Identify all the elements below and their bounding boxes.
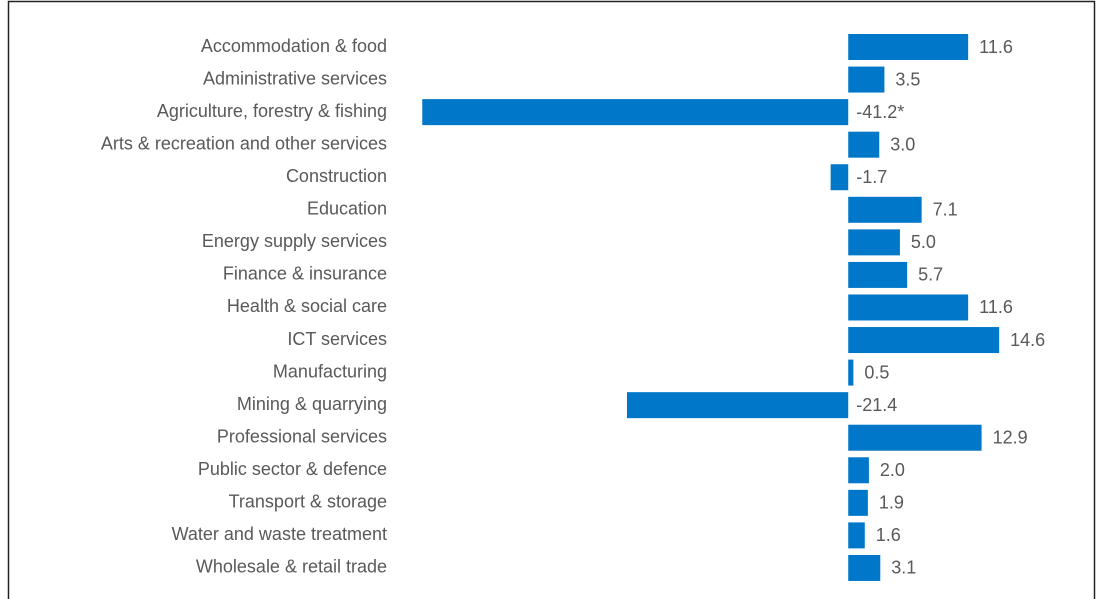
bar <box>626 392 849 419</box>
value-label: 14.6 <box>1010 330 1045 350</box>
value-label: 0.5 <box>864 362 889 382</box>
value-label: -21.4 <box>856 395 897 415</box>
value-label: 1.6 <box>876 525 901 545</box>
value-label: 7.1 <box>933 200 958 220</box>
category-label: ICT services <box>287 329 387 349</box>
bar <box>848 196 922 223</box>
bar <box>848 294 969 321</box>
category-label: Health & social care <box>227 296 387 316</box>
category-label: Wholesale & retail trade <box>196 557 387 577</box>
bar <box>848 229 900 256</box>
value-label: 11.6 <box>979 37 1013 57</box>
bar <box>848 327 1000 354</box>
value-label: 2.0 <box>880 460 905 480</box>
bar <box>848 522 865 549</box>
value-label: 1.9 <box>879 493 904 513</box>
category-label: Energy supply services <box>202 231 387 251</box>
bar <box>830 164 849 191</box>
value-label: -1.7 <box>856 167 887 187</box>
bar <box>848 489 868 516</box>
category-label: Administrative services <box>203 68 387 88</box>
category-label: Public sector & defence <box>198 459 387 479</box>
category-label: Transport & storage <box>229 492 387 512</box>
category-label: Education <box>307 199 387 219</box>
category-label: Mining & quarrying <box>237 394 387 414</box>
category-label: Arts & recreation and other services <box>101 133 387 153</box>
value-label: 11.6 <box>979 297 1013 317</box>
category-label: Water and waste treatment <box>172 524 387 544</box>
category-label: Professional services <box>217 426 387 446</box>
bar <box>848 457 869 484</box>
category-label: Construction <box>286 166 387 186</box>
value-label: 3.5 <box>895 69 920 89</box>
bar <box>422 99 849 126</box>
bar <box>848 424 982 451</box>
bar <box>848 34 969 60</box>
value-label: 12.9 <box>993 427 1028 447</box>
category-label: Agriculture, forestry & fishing <box>157 101 387 121</box>
value-label: 3.1 <box>891 558 916 578</box>
value-label: 5.7 <box>918 265 943 285</box>
value-label: -41.2* <box>856 102 904 122</box>
bar <box>848 554 881 581</box>
category-label: Finance & insurance <box>223 264 387 284</box>
bar <box>848 359 854 386</box>
bar <box>848 131 880 158</box>
bar <box>848 66 885 93</box>
value-label: 5.0 <box>911 232 936 252</box>
bar <box>848 261 908 288</box>
category-label: Manufacturing <box>273 361 387 381</box>
value-label: 3.0 <box>890 134 915 154</box>
category-label: Accommodation & food <box>201 36 387 56</box>
frame <box>7 0 1096 599</box>
